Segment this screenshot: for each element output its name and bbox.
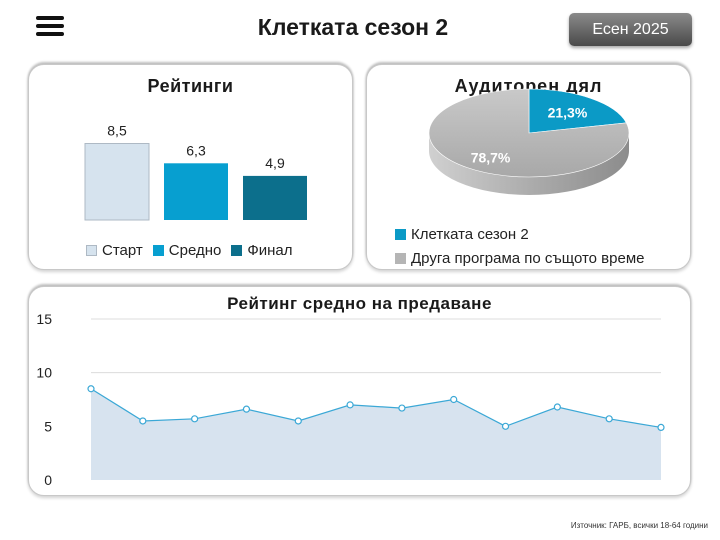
y-tick-label: 10 [36,365,52,381]
legend-label-start: Старт [102,242,143,259]
data-point [242,405,251,413]
pie-slice-show-value-label: 21,3% [548,105,588,121]
data-point [191,415,199,423]
data-point [87,385,95,393]
data-point [398,404,406,412]
legend-label-average: Средно [168,242,222,259]
data-point [139,417,147,425]
bar-start [84,143,150,221]
data-point [294,417,302,425]
menu-bar [36,32,64,36]
pie-side-wall [429,133,629,195]
y-tick-label: 5 [44,418,52,434]
data-point [657,423,665,432]
episode-ratings-card: Рейтинг средно на предаване 0 5 10 15 [28,286,691,496]
bar-final-value-label: 4,9 [265,155,285,171]
legend-swatch-other [395,253,406,264]
pie-slice-show [528,88,627,134]
legend-swatch-show [395,229,406,240]
bar-start-value-label: 8,5 [107,123,127,139]
data-point [605,415,613,423]
legend-swatch-start [86,245,97,256]
share-legend-item-show: Клетката сезон 2 [395,226,529,243]
data-point [450,395,458,404]
ratings-card-title: Рейтинги [147,76,234,96]
source-note: Източник: ГАРБ, всички 18-64 години [570,521,708,530]
audience-share-card: Аудиторен дял 21,3% 78,7% Клетката сезон … [366,64,691,270]
ratings-bar-chart: 8,5 6,3 4,9 [84,123,307,221]
legend-swatch-average [152,245,164,256]
area-fill [91,388,661,480]
legend-label-final: Финал [247,242,293,259]
legend-label-other: Друга програма по същото време [411,250,645,267]
ratings-card: Рейтинги 8,5 6,3 4,9 Старт Средно Финал [28,64,353,270]
menu-bar [36,24,64,28]
audience-share-pie-chart: 21,3% 78,7% [428,88,630,195]
data-point [501,422,510,430]
season-badge[interactable]: Есен 2025 [569,13,692,46]
series-line [90,388,662,428]
y-tick-label: 0 [44,472,52,488]
data-point [346,401,354,409]
share-legend-item-other: Друга програма по същото време [395,250,644,267]
legend-label-show: Клетката сезон 2 [411,226,529,243]
menu-bar [36,16,64,20]
episode-ratings-area-chart: 0 5 10 15 [36,311,665,488]
menu-icon[interactable] [36,16,64,38]
bar-average-value-label: 6,3 [186,142,206,158]
bar-average [164,163,228,220]
episodes-card-title: Рейтинг средно на предаване [227,294,492,313]
legend-swatch-final [231,245,243,256]
bar-final [243,175,307,220]
pie-slice-other-value-label: 78,7% [471,149,511,165]
pie-slice-other [428,88,630,178]
share-card-title: Аудиторен дял [454,76,603,96]
ratings-legend: Старт Средно Финал [86,242,293,259]
page-title: Клетката сезон 2 [257,14,449,40]
data-point [553,403,561,411]
y-tick-label: 15 [36,311,52,327]
